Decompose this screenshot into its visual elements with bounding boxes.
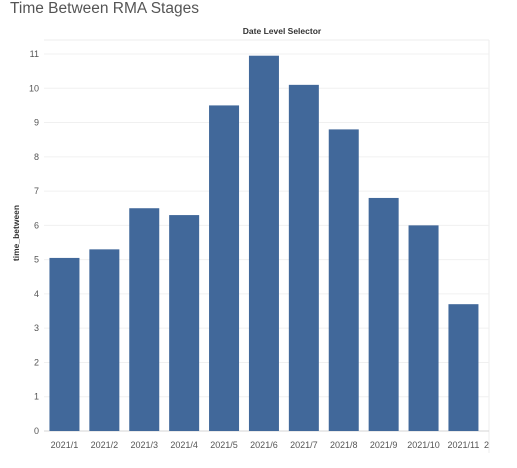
bar-2021-7[interactable] — [288, 84, 319, 431]
x-tick-label: 2021/9 — [370, 440, 398, 450]
x-tick-label: 2021/3 — [130, 440, 158, 450]
y-tick-label: 1 — [34, 392, 39, 402]
x-tick-label: 2021/11 — [448, 440, 480, 450]
y-tick-label: 8 — [34, 152, 39, 162]
dashboard-title: Time Between RMA Stages — [10, 0, 199, 17]
bar-2021-9[interactable] — [368, 197, 399, 431]
bar-2021-1[interactable] — [49, 257, 80, 431]
x-tick-label: 2021/5 — [210, 440, 238, 450]
y-tick-label: 6 — [34, 220, 39, 230]
y-tick-label: 11 — [30, 49, 39, 59]
y-tick-label: 4 — [34, 289, 39, 299]
x-tick-label: 2021/2 — [91, 440, 119, 450]
bar-2021-4[interactable] — [169, 215, 200, 431]
x-axis-ticks: 2021/1 2021/2 2021/3 2021/4 2021/5 2021/6 2021… — [51, 440, 489, 450]
x-tick-label-trailing: 2 — [484, 440, 489, 450]
bar-2021-3[interactable] — [129, 208, 160, 431]
bar-2021-5[interactable] — [209, 105, 240, 431]
y-tick-label: 3 — [34, 323, 39, 333]
bars — [49, 55, 479, 432]
bar-2021-8[interactable] — [328, 129, 359, 431]
y-tick-label: 5 — [34, 255, 39, 265]
x-tick-label: 2021/1 — [51, 440, 79, 450]
y-tick-label: 10 — [29, 83, 39, 93]
bar-2021-11[interactable] — [448, 304, 479, 431]
y-axis-ticks: 0 1 2 3 4 5 6 7 8 9 10 11 — [29, 49, 39, 436]
y-axis-title: time_between — [11, 205, 21, 261]
x-tick-label: 2021/6 — [250, 440, 278, 450]
column-header: Date Level Selector — [243, 26, 322, 36]
y-tick-label: 7 — [34, 186, 39, 196]
y-tick-label: 0 — [34, 426, 39, 436]
y-tick-label: 2 — [34, 357, 39, 367]
bar-2021-2[interactable] — [89, 249, 120, 431]
y-tick-label: 9 — [34, 118, 39, 128]
x-tick-label: 2021/7 — [290, 440, 318, 450]
bar-2021-10[interactable] — [408, 225, 439, 431]
x-tick-label: 2021/10 — [407, 440, 440, 450]
x-tick-label: 2021/4 — [170, 440, 198, 450]
x-tick-label: 2021/8 — [330, 440, 358, 450]
bar-2021-6[interactable] — [248, 55, 279, 432]
